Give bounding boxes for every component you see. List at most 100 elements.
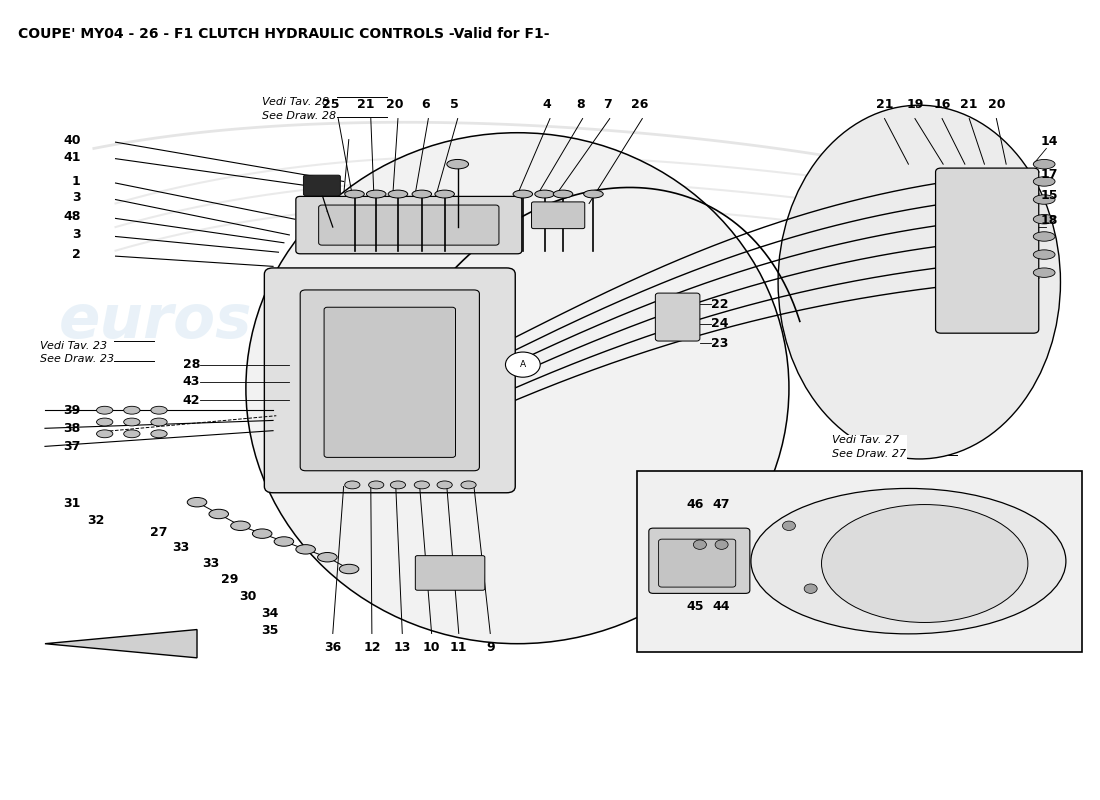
Ellipse shape — [368, 481, 384, 489]
Ellipse shape — [461, 481, 476, 489]
FancyBboxPatch shape — [659, 539, 736, 587]
Text: 10: 10 — [422, 642, 440, 654]
Text: eurosparts: eurosparts — [363, 465, 737, 524]
Text: 15: 15 — [1041, 189, 1058, 202]
Ellipse shape — [97, 418, 113, 426]
Ellipse shape — [252, 529, 272, 538]
Polygon shape — [45, 630, 197, 658]
Text: 2: 2 — [73, 248, 80, 261]
Circle shape — [782, 521, 795, 530]
Text: 25: 25 — [322, 98, 340, 110]
Text: 41: 41 — [64, 151, 80, 164]
FancyBboxPatch shape — [264, 268, 515, 493]
Ellipse shape — [447, 159, 469, 169]
Ellipse shape — [209, 510, 229, 518]
Text: 28: 28 — [183, 358, 200, 371]
Ellipse shape — [1033, 250, 1055, 259]
Text: 14: 14 — [1041, 135, 1058, 149]
Ellipse shape — [388, 190, 408, 198]
Text: 46: 46 — [686, 498, 704, 511]
Ellipse shape — [1033, 232, 1055, 242]
Text: Vedi Tav. 27
See Draw. 27: Vedi Tav. 27 See Draw. 27 — [833, 435, 906, 458]
FancyBboxPatch shape — [304, 175, 340, 196]
Text: 21: 21 — [876, 98, 893, 110]
Text: 43: 43 — [183, 375, 200, 389]
Text: 1: 1 — [73, 175, 80, 188]
Text: 21: 21 — [960, 98, 978, 110]
FancyBboxPatch shape — [300, 290, 480, 470]
Text: 13: 13 — [394, 642, 411, 654]
Text: 30: 30 — [240, 590, 256, 603]
Ellipse shape — [584, 190, 603, 198]
Text: 23: 23 — [711, 337, 728, 350]
Ellipse shape — [535, 190, 554, 198]
Text: 37: 37 — [64, 440, 80, 453]
FancyBboxPatch shape — [324, 307, 455, 458]
Ellipse shape — [390, 481, 406, 489]
Ellipse shape — [97, 406, 113, 414]
Ellipse shape — [231, 521, 250, 530]
Text: 11: 11 — [450, 642, 468, 654]
Circle shape — [506, 352, 540, 378]
Ellipse shape — [97, 430, 113, 438]
Ellipse shape — [123, 418, 140, 426]
Ellipse shape — [1033, 159, 1055, 169]
Ellipse shape — [187, 498, 207, 507]
Text: 47: 47 — [713, 498, 730, 511]
Ellipse shape — [366, 190, 386, 198]
Text: 20: 20 — [988, 98, 1005, 110]
Ellipse shape — [344, 190, 364, 198]
Ellipse shape — [751, 489, 1066, 634]
Text: 29: 29 — [221, 573, 239, 586]
Text: 36: 36 — [324, 642, 341, 654]
Text: 6: 6 — [421, 98, 429, 110]
Circle shape — [804, 584, 817, 594]
Text: 21: 21 — [356, 98, 374, 110]
Ellipse shape — [1033, 214, 1055, 224]
Text: 44: 44 — [713, 600, 730, 614]
Text: 40: 40 — [64, 134, 80, 147]
FancyBboxPatch shape — [637, 470, 1082, 651]
Text: 17: 17 — [1041, 169, 1058, 182]
Text: 19: 19 — [906, 98, 924, 110]
Text: 27: 27 — [151, 526, 167, 538]
Ellipse shape — [553, 190, 573, 198]
Ellipse shape — [339, 564, 359, 574]
Text: 16: 16 — [934, 98, 950, 110]
Ellipse shape — [274, 537, 294, 546]
Text: 22: 22 — [711, 298, 728, 310]
Text: 8: 8 — [576, 98, 585, 110]
Ellipse shape — [123, 430, 140, 438]
Text: 7: 7 — [603, 98, 612, 110]
Text: 18: 18 — [1041, 214, 1058, 227]
Text: COUPE' MY04 - 26 - F1 CLUTCH HYDRAULIC CONTROLS -Valid for F1-: COUPE' MY04 - 26 - F1 CLUTCH HYDRAULIC C… — [18, 26, 549, 41]
Ellipse shape — [778, 106, 1060, 459]
Text: 12: 12 — [363, 642, 381, 654]
Text: 32: 32 — [87, 514, 104, 526]
Text: 33: 33 — [173, 541, 189, 554]
Ellipse shape — [151, 406, 167, 414]
Ellipse shape — [415, 481, 429, 489]
Ellipse shape — [513, 190, 532, 198]
FancyBboxPatch shape — [416, 556, 485, 590]
Ellipse shape — [123, 406, 140, 414]
Text: 48: 48 — [64, 210, 80, 223]
Ellipse shape — [412, 190, 431, 198]
Circle shape — [693, 540, 706, 550]
Text: 3: 3 — [73, 229, 80, 242]
Ellipse shape — [296, 545, 316, 554]
Ellipse shape — [822, 505, 1027, 622]
Circle shape — [715, 540, 728, 550]
FancyBboxPatch shape — [319, 205, 499, 245]
Text: Vedi Tav. 23
See Draw. 23: Vedi Tav. 23 See Draw. 23 — [40, 341, 113, 364]
Text: 26: 26 — [631, 98, 649, 110]
Text: Vedi Tav. 28
See Draw. 28: Vedi Tav. 28 See Draw. 28 — [262, 98, 337, 121]
Text: 39: 39 — [64, 404, 80, 417]
Text: 3: 3 — [73, 191, 80, 205]
Ellipse shape — [344, 481, 360, 489]
FancyBboxPatch shape — [531, 202, 585, 229]
Ellipse shape — [151, 430, 167, 438]
Text: 45: 45 — [686, 600, 704, 614]
Ellipse shape — [318, 553, 337, 562]
Ellipse shape — [246, 133, 789, 644]
